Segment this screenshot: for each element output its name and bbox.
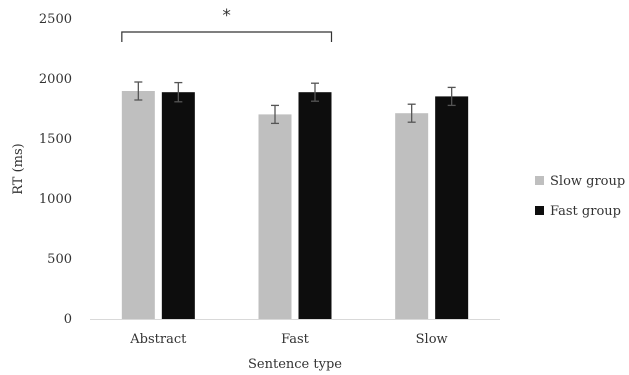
legend: Slow group Fast group <box>535 174 625 219</box>
bar <box>258 114 292 320</box>
legend-label: Fast group <box>550 204 621 219</box>
bar <box>395 113 429 319</box>
x-tick-label: Abstract <box>129 332 187 347</box>
legend-label: Slow group <box>550 174 625 189</box>
y-tick-label: 1500 <box>39 132 72 147</box>
y-tick-label: 0 <box>64 312 72 327</box>
bars <box>121 91 469 320</box>
x-tick-label: Fast <box>281 332 310 347</box>
legend-swatch <box>535 206 544 215</box>
y-tick-label: 500 <box>47 252 72 267</box>
y-tick-label: 2000 <box>39 72 72 87</box>
bar <box>298 92 332 319</box>
x-tick-label: Slow <box>416 332 448 347</box>
significance-star: * <box>222 6 231 26</box>
significance-annotation: * <box>121 6 333 42</box>
y-tick-label: 2500 <box>39 12 72 27</box>
y-axis-ticks: 0 500 1000 1500 2000 2500 <box>39 12 72 327</box>
bar <box>161 92 195 319</box>
bar <box>435 96 469 320</box>
legend-swatch <box>535 176 544 185</box>
x-axis-ticks: Abstract Fast Slow <box>129 332 447 347</box>
y-axis-title: RT (ms) <box>11 143 26 195</box>
y-tick-label: 1000 <box>39 192 72 207</box>
significance-bracket <box>121 31 333 42</box>
x-axis-title: Sentence type <box>248 357 342 372</box>
bar <box>121 91 155 319</box>
error-bars <box>134 81 456 125</box>
